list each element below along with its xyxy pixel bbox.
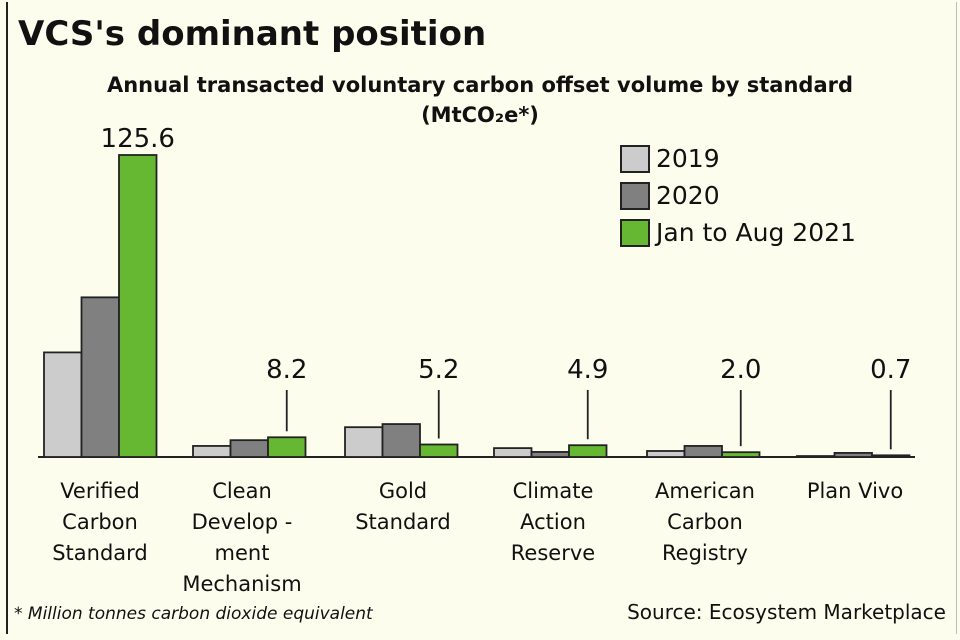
bar-jan-to-aug-2021 — [871, 454, 911, 458]
bar-2019 — [796, 455, 836, 458]
subtitle-line-2: (MtCO₂e*) — [421, 103, 539, 127]
legend-label: 2019 — [656, 144, 720, 173]
legend-label: 2020 — [656, 181, 720, 210]
bar-jan-to-aug-2021 — [267, 436, 307, 458]
legend-item-2020: 2020 — [620, 177, 856, 214]
bar-2019 — [192, 445, 232, 458]
chart-frame — [6, 2, 957, 634]
bar-2019 — [646, 450, 686, 458]
category-label: American Carbon Registry — [655, 479, 755, 565]
footnote: * Million tonnes carbon dioxide equivale… — [14, 604, 373, 624]
bar-jan-to-aug-2021 — [721, 451, 761, 458]
data-label: 4.9 — [567, 355, 608, 385]
bar-jan-to-aug-2021 — [419, 443, 459, 458]
category-label: Climate Action Reserve — [510, 479, 596, 565]
bar-2020 — [229, 439, 269, 458]
bar-jan-to-aug-2021 — [118, 154, 158, 458]
source-note: Source: Ecosystem Marketplace — [627, 600, 946, 624]
bar-2020 — [80, 296, 120, 458]
legend-item-2021: Jan to Aug 2021 — [620, 214, 856, 251]
legend-item-2019: 2019 — [620, 140, 856, 177]
bar-2019 — [43, 351, 83, 458]
subtitle-line-1: Annual transacted voluntary carbon offse… — [106, 73, 854, 97]
data-label: 125.6 — [101, 124, 175, 154]
data-label: 2.0 — [720, 355, 761, 385]
data-label: 0.7 — [870, 355, 911, 385]
chart-title: VCS's dominant position — [18, 14, 487, 54]
bar-jan-to-aug-2021 — [568, 444, 608, 458]
category-label: Clean Develop -ment Mechanism — [182, 479, 302, 596]
data-label: 8.2 — [266, 355, 307, 385]
bar-2019 — [344, 426, 384, 458]
legend: 2019 2020 Jan to Aug 2021 — [620, 140, 856, 251]
legend-swatch — [620, 144, 650, 173]
category-label: Gold Standard — [355, 479, 451, 534]
legend-label: Jan to Aug 2021 — [656, 218, 856, 247]
data-label: 5.2 — [418, 355, 459, 385]
bar-2020 — [381, 423, 421, 458]
bar-2019 — [493, 447, 533, 458]
bar-2020 — [833, 452, 873, 458]
bar-2020 — [683, 445, 723, 458]
category-label: Verified Carbon Standard — [52, 479, 148, 565]
legend-swatch — [620, 181, 650, 210]
category-label: Plan Vivo — [806, 479, 904, 503]
chart-subtitle: Annual transacted voluntary carbon offse… — [0, 70, 960, 130]
legend-swatch — [620, 218, 650, 247]
bar-2020 — [530, 451, 570, 458]
